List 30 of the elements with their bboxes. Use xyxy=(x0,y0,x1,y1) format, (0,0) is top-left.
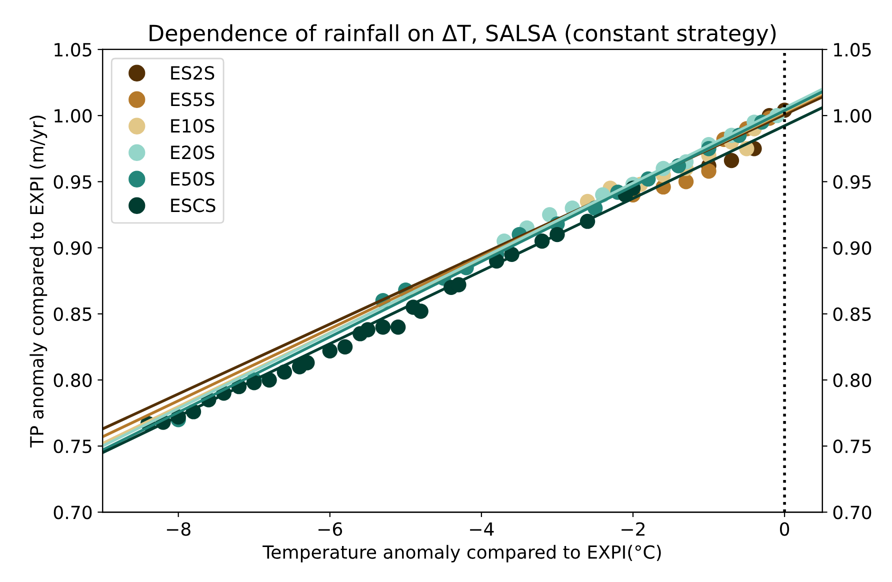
y-axis-title: TP anomaly compared to EXPI (m/yr) xyxy=(30,116,48,448)
y-tick-label: 1.00 xyxy=(54,109,92,123)
legend-label: ESCS xyxy=(171,198,216,212)
legend-label: E50S xyxy=(171,172,214,186)
y-tick-label: 0.70 xyxy=(54,506,92,520)
x-tick-label: −6 xyxy=(318,522,342,536)
y2-tick-label: 0.95 xyxy=(833,175,871,189)
legend-label: E20S xyxy=(171,146,214,160)
y2-tick-label: 0.90 xyxy=(833,241,872,255)
y2-tick-label: 1.05 xyxy=(834,42,871,57)
x-tick-label: −2 xyxy=(622,522,644,536)
y-tick-label: 0.90 xyxy=(54,241,92,255)
x-axis-title: Temperature anomaly compared to EXPI(°C) xyxy=(262,544,661,562)
y-tick-label: 0.75 xyxy=(54,440,92,454)
chart-title: Dependence of rainfall on ΔT, SALSA (constant strategy) xyxy=(150,24,776,46)
legend-label: ES5S xyxy=(171,92,214,106)
y2-tick-label: 1.00 xyxy=(834,109,872,123)
y2-tick-label: 0.70 xyxy=(833,506,872,520)
x-tick-label: 0 xyxy=(780,522,790,536)
y2-tick-label: 0.80 xyxy=(833,373,872,388)
y2-tick-label: 0.85 xyxy=(833,307,871,321)
y-tick-label: 0.95 xyxy=(54,175,92,189)
y2-tick-label: 0.75 xyxy=(833,440,871,454)
y-tick-label: 0.85 xyxy=(54,307,92,321)
legend-label: E10S xyxy=(171,119,214,133)
x-tick-label: −8 xyxy=(166,522,190,536)
y-tick-label: 1.05 xyxy=(54,42,92,57)
legend-label: ES2S xyxy=(171,66,214,80)
y-tick-label: 0.80 xyxy=(54,373,92,388)
x-tick-label: −4 xyxy=(470,522,494,536)
